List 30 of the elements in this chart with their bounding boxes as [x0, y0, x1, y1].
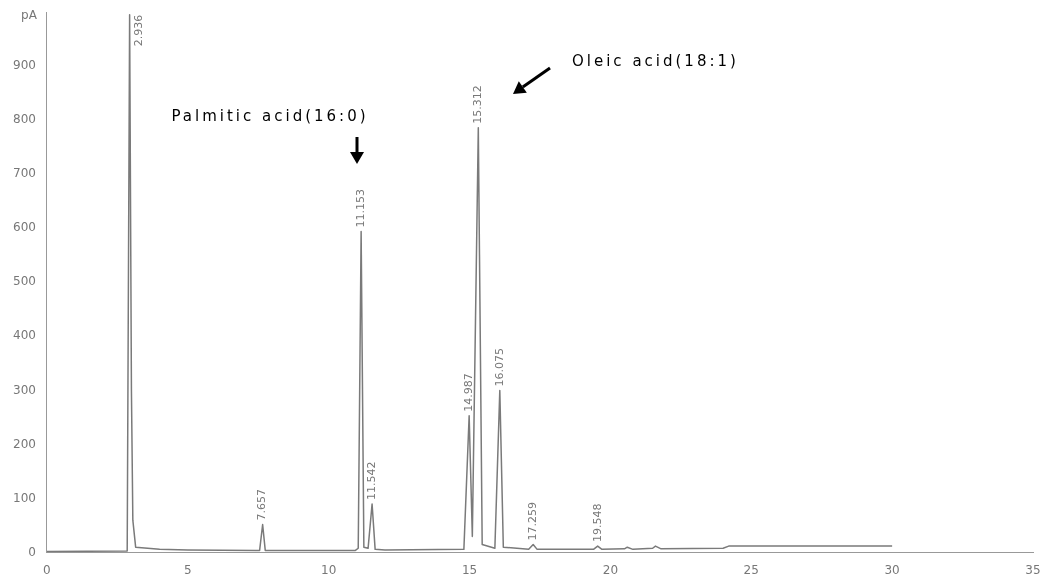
annotation: Palmitic acid(16:0): [171, 106, 369, 125]
annotation: 11.542: [364, 461, 378, 500]
annotation: 11.153: [353, 188, 367, 228]
y-tick-label: 200: [13, 436, 36, 451]
annotation: Oleic acid(18:1): [572, 51, 739, 70]
annotation: 14.987: [462, 373, 476, 412]
y-tick-label: 700: [13, 166, 36, 181]
x-tick-label: 25: [743, 562, 759, 577]
annotation: 17.259: [526, 501, 540, 541]
x-tick-label: 10: [321, 562, 337, 577]
y-axis-title: pA: [21, 8, 38, 23]
annotation: 2.936: [131, 14, 145, 47]
y-tick-label: 100: [13, 490, 36, 505]
annotation: 19.548: [590, 503, 604, 543]
y-tick-label: 400: [13, 328, 36, 343]
x-tick-label: 0: [43, 562, 51, 577]
x-tick-label: 15: [461, 562, 478, 577]
x-tick-label: 20: [602, 562, 619, 577]
y-tick-label: 800: [13, 112, 36, 127]
annotation: 7.657: [255, 488, 269, 521]
y-tick-label: 600: [13, 220, 36, 235]
y-tick-label: 900: [13, 58, 36, 73]
x-tick-label: 5: [183, 562, 192, 577]
y-tick-label: 300: [13, 382, 36, 397]
annotation: 15.312: [471, 85, 485, 124]
y-tick-label: 0: [28, 544, 36, 559]
x-tick-label: 30: [884, 562, 900, 577]
x-tick-label: 35: [1025, 562, 1041, 577]
y-tick-label: 500: [13, 274, 36, 289]
annotation: 16.075: [492, 347, 506, 387]
